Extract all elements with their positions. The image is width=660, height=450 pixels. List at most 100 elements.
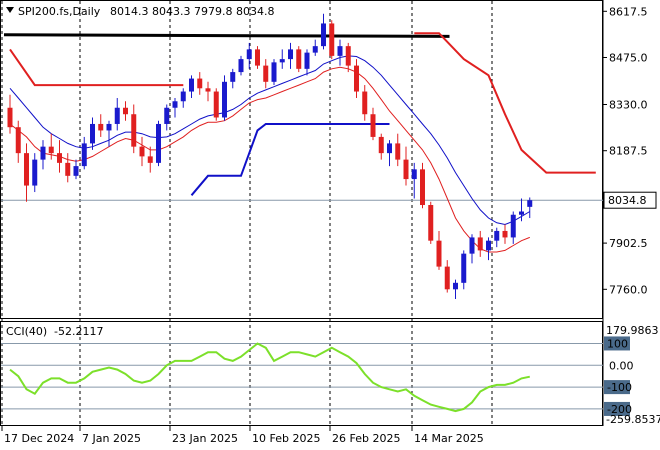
candle-body	[370, 114, 376, 137]
price-tick-label: 8617.5	[609, 5, 648, 18]
candle-body	[477, 237, 483, 251]
candle-body	[106, 123, 112, 131]
candle-body	[395, 143, 401, 160]
candle-body	[205, 88, 211, 92]
candle-body	[378, 136, 384, 154]
cci-line	[9, 342, 531, 413]
candle-body	[90, 123, 95, 144]
candle-body	[230, 72, 236, 82]
candle-body	[238, 59, 244, 73]
price-tick-label: 8330.0	[609, 99, 648, 112]
collapse-triangle-icon[interactable]	[6, 7, 14, 13]
time-tick-label: 7 Jan 2025	[82, 432, 141, 445]
candle-body	[362, 91, 368, 115]
candle-body	[510, 214, 516, 238]
candle-body	[519, 211, 524, 215]
candle-body	[486, 240, 491, 251]
candle-body	[321, 23, 326, 47]
price-axis: 8617.5 8475.0 8330.0 8187.5 7902.5 7760.0 8034…	[603, 5, 657, 296]
candle-body	[345, 46, 351, 66]
candle-body	[246, 49, 252, 60]
time-tick-label: 26 Feb 2025	[332, 432, 400, 445]
candle-body	[288, 49, 293, 60]
candle-body	[387, 143, 392, 154]
candle-body	[156, 123, 161, 163]
candle-body	[114, 107, 120, 124]
cci-max-label: 179.9863	[606, 324, 659, 337]
cci-value: -52.2117	[54, 325, 103, 338]
time-tick-label: 23 Jan 2025	[172, 432, 238, 445]
candle-body	[24, 153, 29, 186]
cci-level-label: -100	[607, 381, 632, 394]
time-tick-label: 10 Feb 2025	[252, 432, 320, 445]
last-price-box	[603, 191, 657, 209]
price-panel-frame	[0, 0, 603, 319]
candle-body	[494, 230, 500, 241]
cci-level-box	[604, 401, 630, 416]
candle-body	[354, 65, 359, 92]
candle-body	[312, 46, 318, 53]
candle-body	[172, 101, 178, 108]
cci-level-label: 0.00	[609, 359, 634, 372]
cci-indicator: 100 0.00 -100 -200 179.9863 -259.8537	[1, 324, 660, 426]
candle-body	[57, 153, 62, 163]
cci-min-label: -259.8537	[606, 413, 660, 426]
candle-body	[337, 46, 343, 56]
candle-body	[139, 146, 145, 157]
candle-body	[65, 162, 71, 176]
ohlc-readout: 8014.3 8043.3 7979.8 8034.8	[110, 5, 274, 18]
candle-body	[164, 107, 170, 124]
cci-level-label: 100	[607, 337, 628, 350]
candle-body	[32, 159, 38, 186]
candle-body	[81, 143, 87, 167]
time-tick-label: 17 Dec 2024	[4, 432, 74, 445]
candle-body	[329, 23, 335, 56]
candle-body	[48, 146, 54, 154]
price-tick-label: 8475.0	[609, 51, 648, 64]
candle-body	[73, 166, 79, 176]
candle-body	[222, 81, 227, 118]
price-tick-label: 7902.5	[609, 237, 648, 250]
candle-body	[428, 205, 434, 241]
cci-level-box	[604, 380, 630, 395]
price-tick-label: 8187.5	[609, 145, 648, 158]
candle-body	[263, 65, 269, 82]
candle-body	[147, 156, 153, 163]
red-stop-line	[9, 48, 184, 87]
candle-body	[444, 266, 450, 290]
candle-body	[180, 91, 186, 102]
resistance-line	[3, 33, 450, 38]
candle-body	[436, 240, 442, 267]
chart-symbol-title: SPI200.fs,Daily	[18, 5, 101, 18]
red-stop-line	[414, 32, 596, 174]
candle-body	[271, 62, 277, 82]
candle-body	[7, 107, 13, 128]
candle-body	[296, 49, 302, 69]
cci-level-box	[604, 336, 630, 351]
slow-moving-average-line	[9, 55, 531, 226]
candle-body	[40, 146, 46, 160]
candle-body	[213, 91, 219, 118]
candle-body	[304, 52, 310, 69]
time-tick-label: 14 Mar 2025	[414, 432, 484, 445]
time-axis: 17 Dec 2024 7 Jan 2025 23 Jan 2025 10 Feb 2…	[1, 426, 484, 445]
last-price-label: 8034.8	[608, 194, 647, 207]
candle-body	[453, 282, 458, 290]
candles	[7, 13, 533, 300]
cci-level-label: -200	[607, 403, 632, 416]
blue-stop-line	[190, 123, 390, 196]
candle-body	[411, 169, 417, 180]
vertical-gridlines	[1, 1, 493, 425]
candle-body	[461, 253, 467, 283]
indicator-lines	[1, 32, 603, 253]
candle-body	[255, 49, 260, 66]
candle-body	[279, 59, 285, 63]
candle-body	[469, 237, 475, 254]
candle-body	[527, 200, 533, 207]
candle-body	[123, 107, 128, 115]
candle-body	[502, 230, 508, 238]
fast-moving-average-line	[9, 66, 530, 253]
candle-body	[15, 127, 21, 154]
candle-body	[403, 159, 409, 180]
